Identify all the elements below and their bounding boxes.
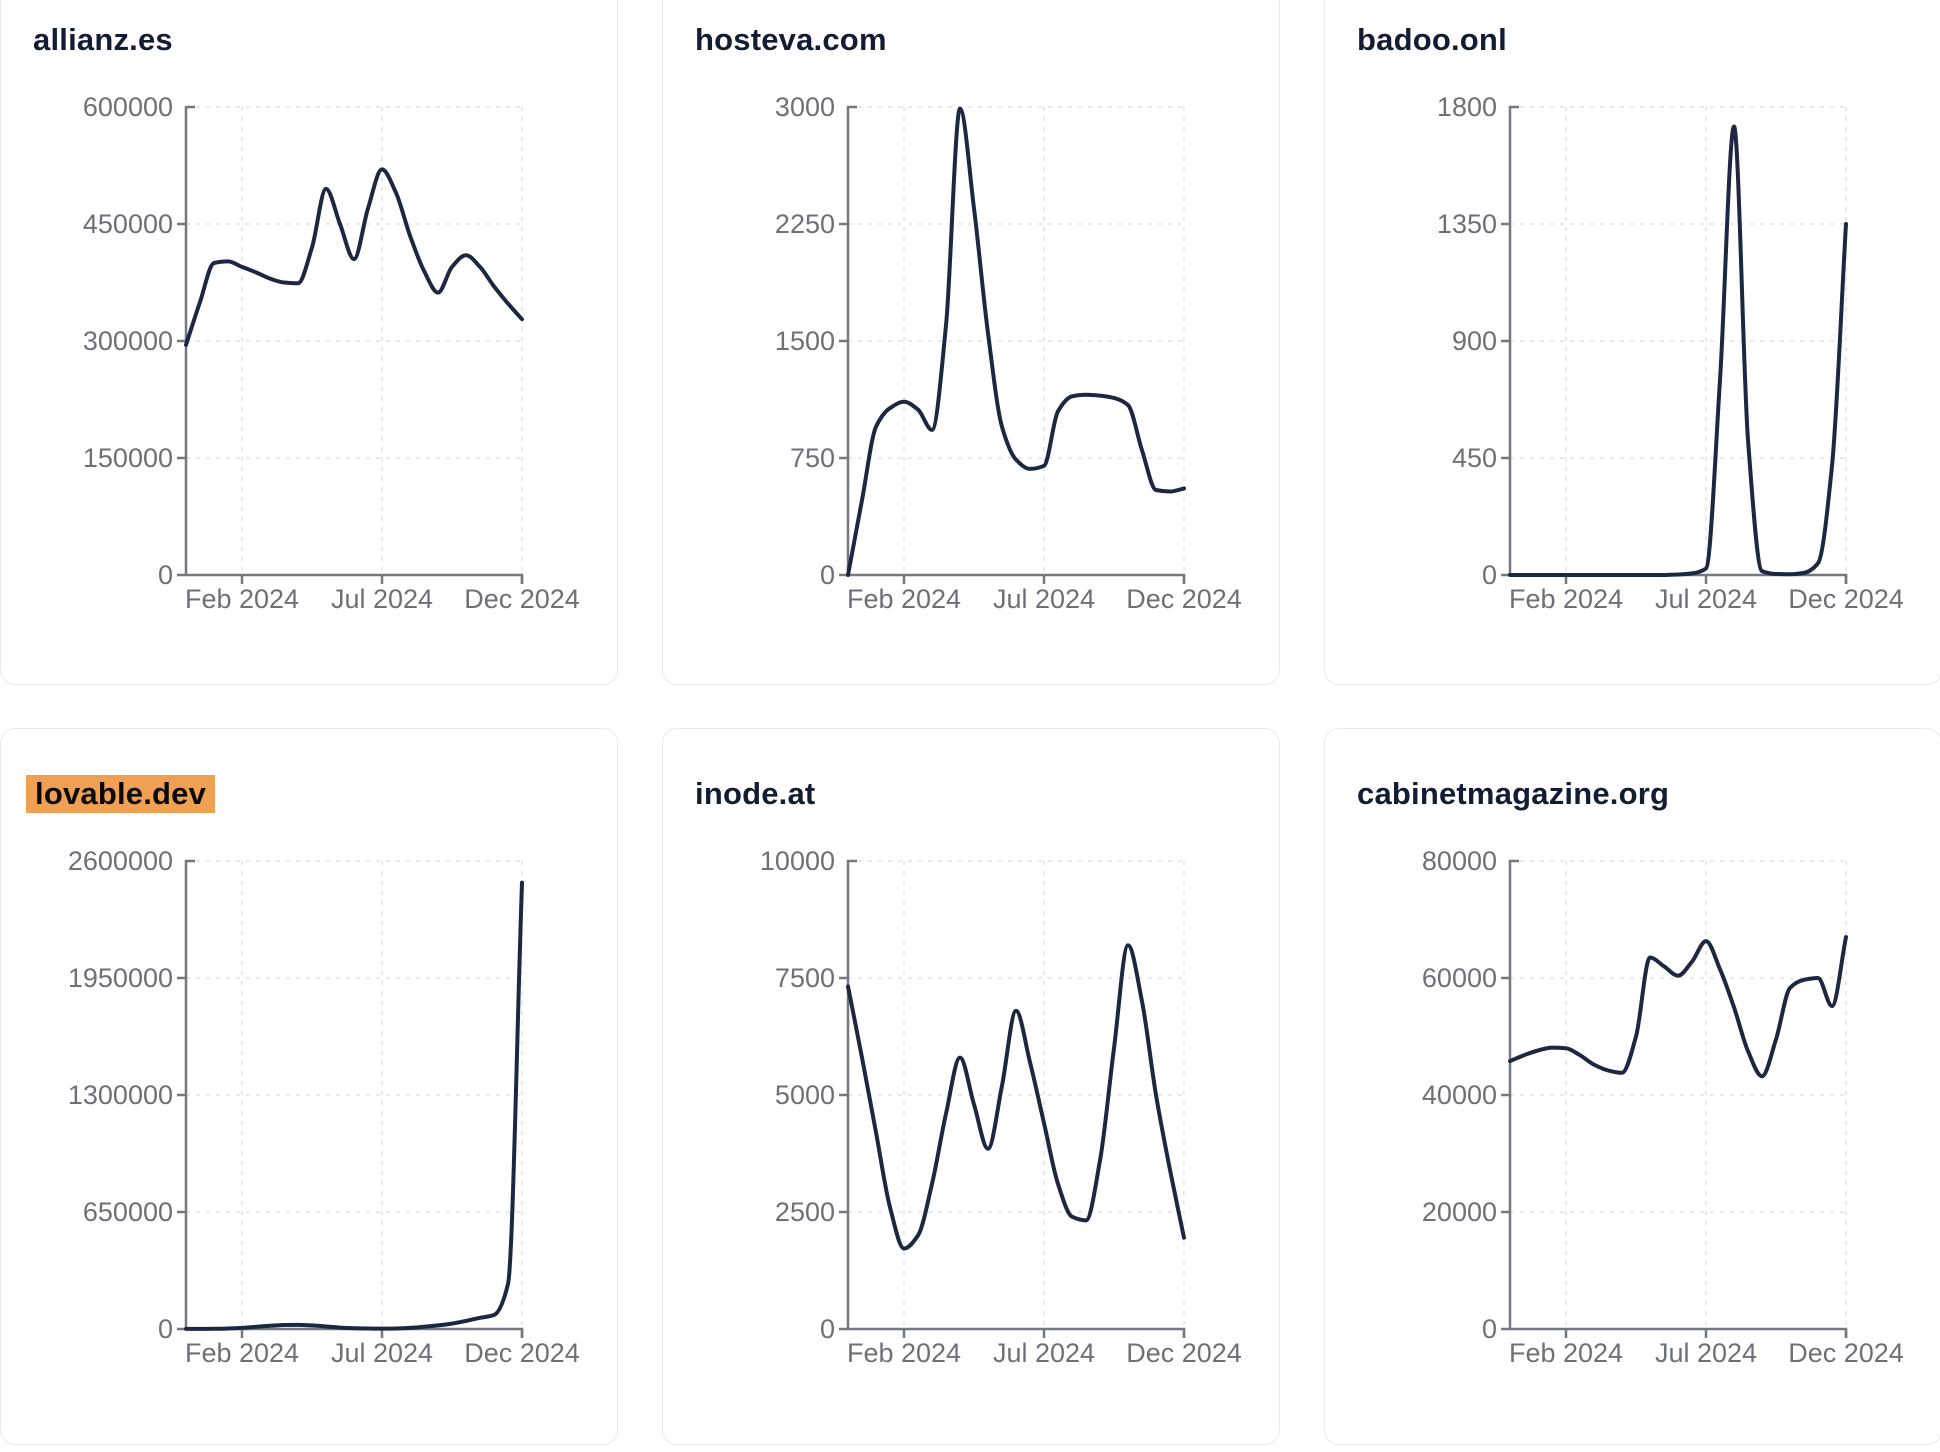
y-tick-label: 150000 — [83, 443, 173, 473]
x-tick-label: Dec 2024 — [464, 584, 580, 614]
x-tick-label: Jul 2024 — [993, 1338, 1095, 1368]
y-tick-label: 0 — [158, 560, 173, 590]
y-tick-label: 1800 — [1437, 92, 1497, 122]
chart-card: cabinetmagazine.org 0 20000 40000 60000 8000… — [1324, 728, 1940, 1445]
x-tick-label: Jul 2024 — [1655, 584, 1757, 614]
x-tick-label: Dec 2024 — [1126, 584, 1242, 614]
chart-card: hosteva.com 0 750 1500 2250 3000 Feb 2024 Jul … — [662, 0, 1280, 685]
y-tick-label: 2600000 — [68, 846, 173, 876]
chart-title: hosteva.com — [695, 21, 1247, 59]
y-tick-label: 1500 — [775, 326, 835, 356]
series-line — [1508, 124, 1848, 577]
x-tick-label: Dec 2024 — [1788, 1338, 1904, 1368]
series-line — [184, 167, 524, 347]
y-tick-label: 2500 — [775, 1197, 835, 1227]
y-tick-label: 0 — [1482, 1314, 1497, 1344]
axis-line — [846, 859, 1186, 1338]
x-tick-label: Feb 2024 — [1509, 1338, 1623, 1368]
y-tick-label: 300000 — [83, 326, 173, 356]
chart-title-text: allianz.es — [33, 22, 173, 57]
x-tick-label: Dec 2024 — [1788, 584, 1904, 614]
axis-line — [1508, 105, 1848, 584]
chart-card: lovable.dev 0 650000 1300000 1950000 2600000… — [0, 728, 618, 1445]
x-tick-label: Feb 2024 — [185, 1338, 299, 1368]
chart-title: inode.at — [695, 775, 1247, 813]
x-tick-label: Dec 2024 — [464, 1338, 580, 1368]
x-tick-label: Dec 2024 — [1126, 1338, 1242, 1368]
y-tick-label: 0 — [158, 1314, 173, 1344]
y-tick-label: 10000 — [760, 846, 835, 876]
y-tick-label: 2250 — [775, 209, 835, 239]
chart-title-text: hosteva.com — [695, 22, 887, 57]
line-chart: 0 2500 5000 7500 10000 Feb 2024 Jul 2024 Dec 20… — [760, 846, 1242, 1368]
y-tick-label: 60000 — [1422, 963, 1497, 993]
y-tick-label: 0 — [820, 1314, 835, 1344]
axis-line — [184, 859, 524, 1338]
x-tick-label: Jul 2024 — [331, 584, 433, 614]
x-tick-label: Feb 2024 — [185, 584, 299, 614]
y-tick-label: 1300000 — [68, 1080, 173, 1110]
chart-title: badoo.onl — [1357, 21, 1909, 59]
axis-line — [846, 105, 1186, 584]
y-tick-label: 1950000 — [68, 963, 173, 993]
chart-title: lovable.dev — [26, 775, 585, 813]
y-tick-label: 20000 — [1422, 1197, 1497, 1227]
y-tick-label: 7500 — [775, 963, 835, 993]
series-line — [1508, 935, 1848, 1079]
chart-card: allianz.es 0 150000 300000 450000 600000 Feb … — [0, 0, 618, 685]
y-tick-label: 450000 — [83, 209, 173, 239]
y-tick-label: 650000 — [83, 1197, 173, 1227]
x-tick-label: Feb 2024 — [847, 584, 961, 614]
y-tick-label: 80000 — [1422, 846, 1497, 876]
x-tick-label: Jul 2024 — [1655, 1338, 1757, 1368]
y-tick-label: 3000 — [775, 92, 835, 122]
axis-line — [184, 105, 524, 584]
line-chart: 0 650000 1300000 1950000 2600000 Feb 2024 Jul … — [68, 846, 580, 1368]
y-tick-label: 450 — [1452, 443, 1497, 473]
y-tick-label: 0 — [820, 560, 835, 590]
y-tick-label: 40000 — [1422, 1080, 1497, 1110]
line-chart: 0 450 900 1350 1800 Feb 2024 Jul 2024 Dec 2024 — [1437, 92, 1904, 614]
axis-line — [1508, 859, 1848, 1338]
x-tick-label: Jul 2024 — [331, 1338, 433, 1368]
series-line — [184, 880, 524, 1331]
y-tick-label: 0 — [1482, 560, 1497, 590]
chart-card: badoo.onl 0 450 900 1350 1800 Feb 2024 Jul 202… — [1324, 0, 1940, 685]
chart-title: allianz.es — [33, 21, 585, 59]
y-tick-label: 1350 — [1437, 209, 1497, 239]
x-tick-label: Jul 2024 — [993, 584, 1095, 614]
y-tick-label: 5000 — [775, 1080, 835, 1110]
chart-card: inode.at 0 2500 5000 7500 10000 Feb 2024 Jul 2… — [662, 728, 1280, 1445]
series-line — [846, 943, 1186, 1251]
line-chart: 0 20000 40000 60000 80000 Feb 2024 Jul 2024 Dec… — [1422, 846, 1904, 1368]
x-tick-label: Feb 2024 — [1509, 584, 1623, 614]
line-chart: 0 150000 300000 450000 600000 Feb 2024 Jul 202… — [83, 92, 580, 614]
y-tick-label: 900 — [1452, 326, 1497, 356]
x-tick-label: Feb 2024 — [847, 1338, 961, 1368]
chart-title-text: inode.at — [695, 776, 816, 811]
chart-title-text: badoo.onl — [1357, 22, 1507, 57]
chart-title: cabinetmagazine.org — [1357, 775, 1909, 813]
y-tick-label: 750 — [790, 443, 835, 473]
chart-title-text: lovable.dev — [26, 775, 216, 813]
chart-title-text: cabinetmagazine.org — [1357, 776, 1670, 811]
y-tick-label: 600000 — [83, 92, 173, 122]
series-line — [846, 106, 1186, 577]
line-chart: 0 750 1500 2250 3000 Feb 2024 Jul 2024 Dec 2024 — [775, 92, 1242, 614]
